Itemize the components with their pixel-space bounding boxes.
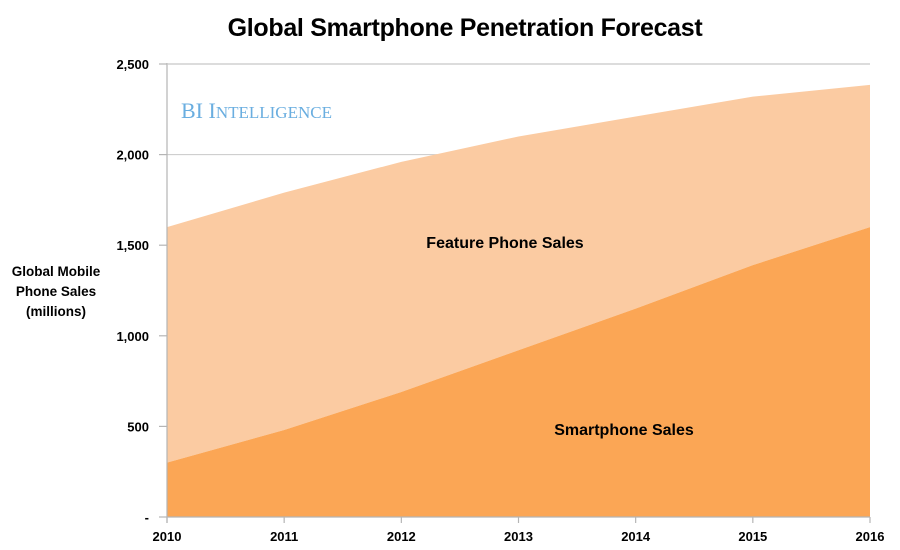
y-tick-label: 2,000 <box>116 148 149 163</box>
x-tick-label: 2016 <box>856 529 885 544</box>
watermark-part: BI I <box>181 98 216 123</box>
x-tick-label: 2014 <box>621 529 651 544</box>
x-tick-label: 2010 <box>153 529 182 544</box>
smartphone-sales-label: Smartphone Sales <box>554 422 694 439</box>
y-tick-label: 2,500 <box>116 57 149 72</box>
x-tick-label: 2011 <box>270 529 298 544</box>
x-tick-label: 2012 <box>387 529 416 544</box>
feature-phone-sales-label: Feature Phone Sales <box>426 235 583 252</box>
y-tick-label: 1,000 <box>116 329 149 344</box>
x-tick-label: 2013 <box>504 529 533 544</box>
y-axis-title-line: Phone Sales <box>15 284 97 299</box>
y-axis-title-line: Global Mobile <box>11 264 101 279</box>
chart-title: Global Smartphone Penetration Forecast <box>227 14 703 42</box>
areas-group <box>167 84 870 517</box>
watermark-part: NTELLIGENCE <box>216 103 332 122</box>
axes-group <box>159 63 871 523</box>
bi-intelligence-watermark: BI INTELLIGENCE <box>181 98 332 123</box>
y-axis-title-line: (millions) <box>26 304 86 319</box>
y-tick-label: 1,500 <box>116 238 149 253</box>
y-tick-label: 500 <box>127 419 149 434</box>
area-smartphone-sales <box>167 227 870 517</box>
y-tick-label: - <box>145 510 149 525</box>
y-axis-title: Global Mobile Phone Sales (millions) <box>0 262 112 322</box>
x-tick-label: 2015 <box>738 529 767 544</box>
labels-group: - 500 1,000 1,500 2,000 2,500 2010 2011 2012 2013… <box>116 57 884 544</box>
area-feature-phone-sales <box>167 84 870 463</box>
